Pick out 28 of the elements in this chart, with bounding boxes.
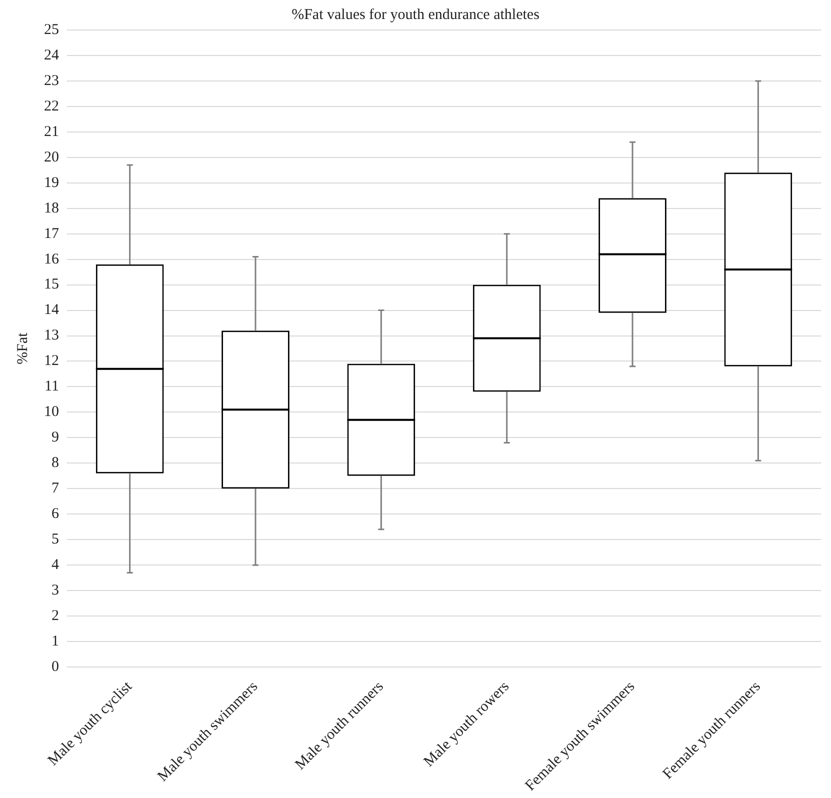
y-tick-label: 1 — [52, 633, 59, 650]
y-tick-label: 14 — [44, 302, 60, 318]
y-tick-label: 20 — [44, 149, 59, 166]
y-tick-label: 8 — [52, 455, 59, 472]
y-tick-label: 19 — [44, 174, 59, 191]
y-tick-label: 18 — [44, 200, 59, 216]
y-tick-label: 16 — [44, 251, 60, 268]
y-tick-label: 13 — [44, 328, 59, 344]
chart-title: %Fat values for youth endurance athletes — [292, 6, 540, 23]
y-tick-label: 11 — [44, 378, 59, 395]
y-tick-label: 17 — [44, 226, 60, 242]
y-tick-label: 21 — [44, 124, 59, 140]
y-tick-label: 10 — [44, 404, 59, 420]
y-tick-label: 22 — [44, 98, 59, 114]
y-tick-label: 15 — [44, 276, 59, 293]
y-tick-label: 5 — [52, 532, 59, 548]
y-tick-label: 0 — [52, 658, 59, 675]
y-tick-label: 4 — [52, 557, 60, 574]
y-tick-label: 24 — [44, 47, 60, 64]
y-tick-label: 3 — [52, 582, 59, 598]
y-tick-label: 6 — [52, 506, 60, 522]
y-tick-label: 2 — [52, 608, 59, 624]
y-tick-label: 9 — [52, 430, 59, 446]
y-tick-label: 7 — [52, 480, 60, 497]
y-tick-label: 25 — [44, 22, 59, 38]
y-axis-title: %Fat — [14, 332, 31, 364]
y-tick-label: 23 — [44, 72, 59, 89]
y-tick-label: 12 — [44, 353, 59, 370]
